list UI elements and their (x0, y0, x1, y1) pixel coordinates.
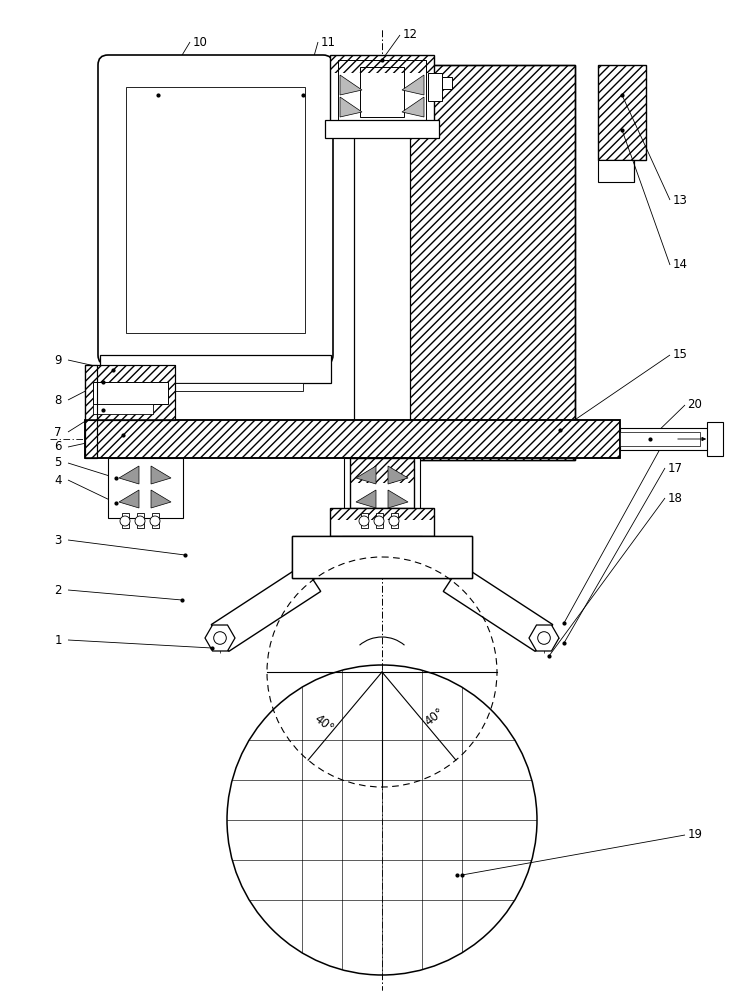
Bar (598, 160, 634, 182)
Circle shape (538, 632, 550, 644)
Circle shape (150, 516, 160, 526)
Circle shape (389, 516, 399, 526)
Text: 18: 18 (668, 491, 682, 504)
Text: 11: 11 (321, 35, 336, 48)
Text: 15: 15 (672, 349, 687, 361)
Polygon shape (402, 75, 424, 95)
Text: 14: 14 (672, 258, 687, 271)
Bar (330, 508, 434, 536)
Bar (85, 365, 175, 420)
Polygon shape (119, 466, 139, 484)
Text: 16: 16 (667, 434, 682, 446)
Bar (360, 67, 404, 117)
Bar (85, 365, 175, 420)
Bar (93, 382, 168, 404)
Polygon shape (388, 466, 408, 484)
Polygon shape (388, 490, 408, 508)
Text: 19: 19 (687, 828, 703, 842)
Text: 5: 5 (54, 456, 62, 470)
Bar (350, 458, 414, 508)
Bar (292, 536, 472, 578)
Text: 1: 1 (54, 634, 62, 647)
Bar (330, 55, 434, 73)
FancyBboxPatch shape (98, 55, 333, 365)
Bar (85, 365, 97, 458)
Bar (330, 508, 434, 520)
Bar (428, 73, 442, 101)
Polygon shape (212, 565, 321, 651)
Bar (376, 513, 383, 528)
Polygon shape (205, 625, 235, 651)
Bar (100, 355, 331, 383)
Text: 2: 2 (54, 584, 62, 596)
Bar (85, 365, 97, 458)
Bar (126, 87, 305, 333)
Bar (85, 365, 97, 458)
Bar (330, 55, 434, 135)
Bar (137, 513, 144, 528)
Circle shape (135, 516, 145, 526)
Polygon shape (356, 466, 376, 484)
Bar (354, 135, 410, 420)
Polygon shape (529, 625, 559, 651)
Bar (707, 422, 723, 456)
Text: 9: 9 (54, 354, 62, 366)
Polygon shape (151, 490, 171, 508)
Circle shape (227, 665, 537, 975)
Text: 6: 6 (54, 440, 62, 454)
Bar (391, 513, 398, 528)
Polygon shape (356, 490, 376, 508)
Text: 4: 4 (54, 474, 62, 487)
Bar (152, 513, 159, 528)
Bar (122, 513, 129, 528)
Text: 13: 13 (672, 194, 687, 207)
Text: 20: 20 (687, 398, 703, 412)
Text: 3: 3 (54, 534, 62, 546)
Circle shape (359, 516, 369, 526)
Bar (598, 65, 646, 160)
Circle shape (374, 516, 384, 526)
Bar (292, 536, 472, 578)
Text: 17: 17 (667, 462, 682, 475)
Polygon shape (151, 466, 171, 484)
Bar (620, 432, 700, 446)
Bar (350, 458, 414, 483)
Bar (128, 383, 303, 391)
Bar (85, 365, 175, 420)
Bar (385, 65, 575, 460)
Bar (344, 458, 420, 518)
Polygon shape (444, 565, 553, 651)
Circle shape (214, 632, 227, 644)
Bar (93, 404, 153, 414)
Bar (85, 420, 620, 458)
Text: 8: 8 (54, 393, 62, 406)
Bar (442, 77, 452, 89)
Text: 40°: 40° (312, 712, 336, 736)
Bar (338, 60, 426, 125)
Bar (85, 420, 620, 458)
Text: 10: 10 (193, 35, 207, 48)
Polygon shape (340, 97, 362, 117)
Bar (342, 536, 422, 554)
Circle shape (120, 516, 130, 526)
Text: 40°: 40° (422, 705, 447, 729)
Text: 12: 12 (403, 28, 417, 41)
Bar (108, 458, 183, 518)
Polygon shape (340, 75, 362, 95)
Text: 7: 7 (54, 426, 62, 438)
Bar (385, 65, 575, 460)
Bar (620, 428, 715, 450)
Bar (361, 513, 368, 528)
Polygon shape (119, 490, 139, 508)
Bar (325, 120, 439, 138)
Polygon shape (402, 97, 424, 117)
